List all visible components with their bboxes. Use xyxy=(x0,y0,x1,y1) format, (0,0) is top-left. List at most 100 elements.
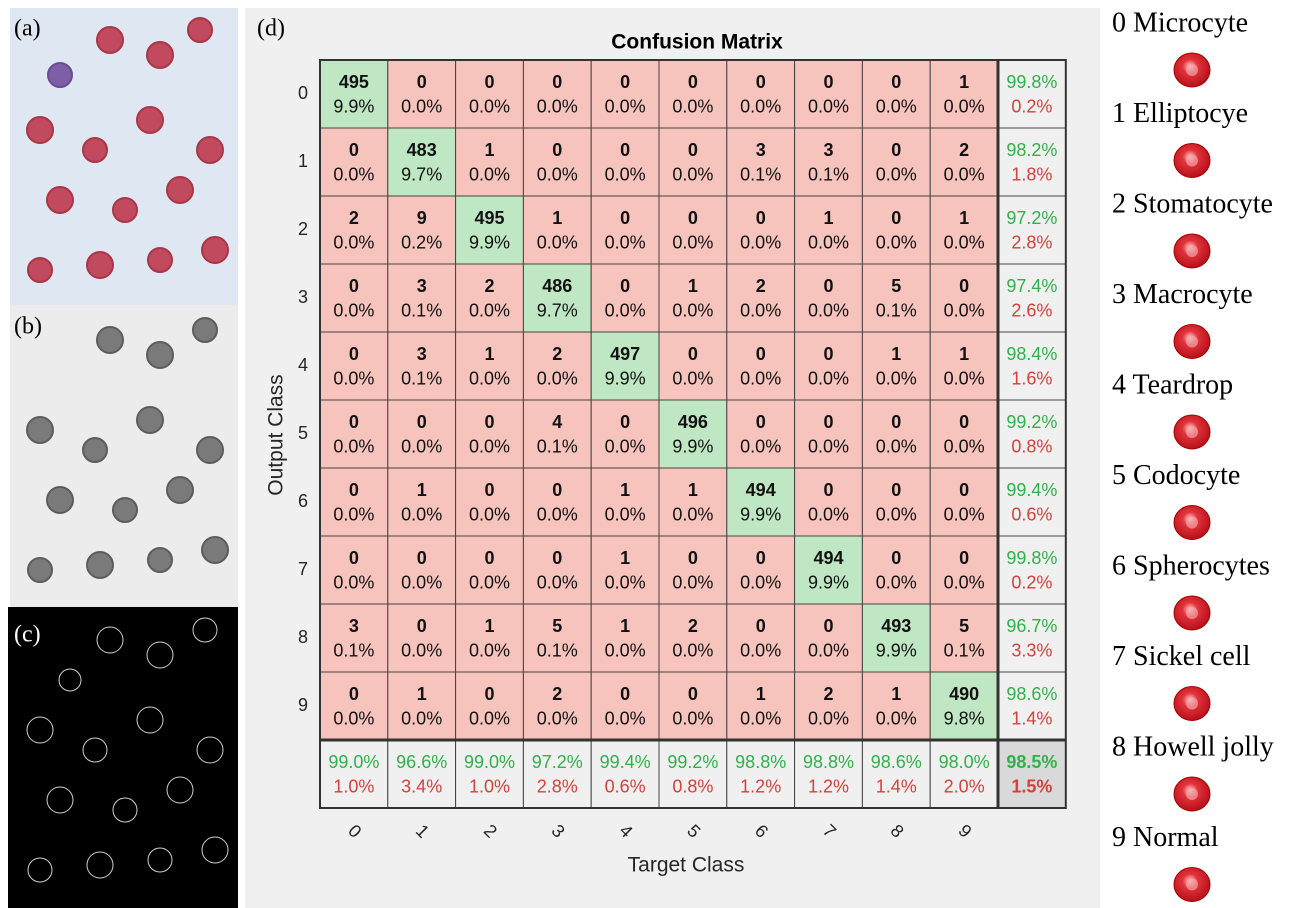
summary-cell xyxy=(998,128,1066,196)
matrix-cell xyxy=(930,128,998,196)
matrix-cell xyxy=(795,128,863,196)
cell-value: 496 xyxy=(678,412,708,432)
row-label: 0 xyxy=(298,83,308,103)
summary-cell xyxy=(998,536,1066,604)
cell-value: 1 xyxy=(959,344,969,364)
cell-value: 5 xyxy=(552,616,562,636)
cell-value: 2.8% xyxy=(537,776,578,796)
matrix-cell xyxy=(727,400,795,468)
cell-value: 0.0% xyxy=(469,504,510,524)
cell-value: 0.0% xyxy=(333,164,374,184)
matrix-cell xyxy=(388,468,456,536)
cell-icon-center xyxy=(1186,155,1198,167)
matrix-cell xyxy=(523,332,591,400)
cell-value: 9.9% xyxy=(469,232,510,252)
cell-value: 0.1% xyxy=(537,436,578,456)
cell-value: 2 xyxy=(552,684,562,704)
cell-value: 0.0% xyxy=(537,368,578,388)
cell-value: 2.8% xyxy=(1011,232,1052,252)
cell-value: 1 xyxy=(688,480,698,500)
row-label: 7 xyxy=(298,559,308,579)
cell-value: 0.1% xyxy=(740,164,781,184)
cell-value: 0.0% xyxy=(808,96,849,116)
cell-value: 0.0% xyxy=(740,708,781,728)
class-name: 5 Codocyte xyxy=(1112,460,1240,491)
cell-value: 1.8% xyxy=(1011,164,1052,184)
cell-value: 3.4% xyxy=(401,776,442,796)
cell-value: 0 xyxy=(891,412,901,432)
cell-value: 0.0% xyxy=(605,436,646,456)
cell-value: 0 xyxy=(417,616,427,636)
cell-value: 0 xyxy=(959,276,969,296)
cell-value: 0.0% xyxy=(469,300,510,320)
summary-cell xyxy=(795,740,863,808)
cell-value: 3.3% xyxy=(1011,640,1052,660)
cell-value: 0.0% xyxy=(401,96,442,116)
cell-value: 0.8% xyxy=(1011,436,1052,456)
cell-value: 0.0% xyxy=(469,368,510,388)
cell-value: 0.0% xyxy=(537,232,578,252)
class-name: 9 Normal xyxy=(1112,822,1219,853)
class-name: 0 Microcyte xyxy=(1112,7,1248,38)
cell-value: 0.0% xyxy=(333,300,374,320)
cell-value: 0.1% xyxy=(537,640,578,660)
cell-value: 97.2% xyxy=(532,752,583,772)
cell-value: 0 xyxy=(756,412,766,432)
cell-value: 0 xyxy=(620,276,630,296)
matrix-title: Confusion Matrix xyxy=(611,31,783,54)
cell-value: 0 xyxy=(620,208,630,228)
summary-cell xyxy=(998,60,1066,128)
cell-value: 1.4% xyxy=(876,776,917,796)
matrix-cell xyxy=(523,400,591,468)
cell-value: 0.0% xyxy=(740,640,781,660)
matrix-cell xyxy=(659,672,727,740)
cell-value: 1 xyxy=(552,208,562,228)
matrix-cell xyxy=(523,672,591,740)
cell-value: 0 xyxy=(620,684,630,704)
cell-value: 1 xyxy=(756,684,766,704)
matrix-cell xyxy=(591,128,659,196)
cell-value: 1.2% xyxy=(808,776,849,796)
cell-value: 3 xyxy=(417,276,427,296)
cell-value: 99.0% xyxy=(464,752,515,772)
cell-value: 9.9% xyxy=(605,368,646,388)
matrix-cell xyxy=(388,128,456,196)
cell-value: 0.0% xyxy=(401,504,442,524)
cell-value: 0 xyxy=(688,72,698,92)
cell-value: 0 xyxy=(552,72,562,92)
cell-value: 0 xyxy=(891,548,901,568)
cell-value: 0.6% xyxy=(605,776,646,796)
cell-value: 0.0% xyxy=(672,368,713,388)
cell-value: 3 xyxy=(756,140,766,160)
matrix-cell xyxy=(320,196,388,264)
matrix-cell xyxy=(659,128,727,196)
y-axis-label: Output Class xyxy=(265,374,288,495)
cell-value: 98.5% xyxy=(1006,752,1057,772)
cell-value: 0.2% xyxy=(401,232,442,252)
cell-value: 1 xyxy=(620,480,630,500)
cell-value: 2 xyxy=(349,208,359,228)
cell-value: 2.0% xyxy=(944,776,985,796)
cell-value: 0.0% xyxy=(672,504,713,524)
cell-value: 0 xyxy=(688,140,698,160)
matrix-cell xyxy=(591,196,659,264)
matrix-cell xyxy=(727,672,795,740)
matrix-cell xyxy=(659,332,727,400)
cell-value: 0.0% xyxy=(808,232,849,252)
matrix-cell xyxy=(456,196,524,264)
cell-value: 0 xyxy=(484,72,494,92)
cell-value: 0.8% xyxy=(672,776,713,796)
cell-value: 0.0% xyxy=(469,640,510,660)
matrix-cell xyxy=(456,128,524,196)
matrix-cell xyxy=(456,672,524,740)
matrix-cell xyxy=(456,400,524,468)
cell-icon-center xyxy=(1186,426,1198,438)
cell-value: 0.0% xyxy=(333,232,374,252)
cell-value: 0.0% xyxy=(808,436,849,456)
cell-value: 0 xyxy=(823,72,833,92)
cell-value: 0 xyxy=(349,344,359,364)
matrix-cell xyxy=(795,264,863,332)
cell-value: 0.0% xyxy=(944,572,985,592)
cell-value: 0.1% xyxy=(808,164,849,184)
matrix-cell xyxy=(795,60,863,128)
